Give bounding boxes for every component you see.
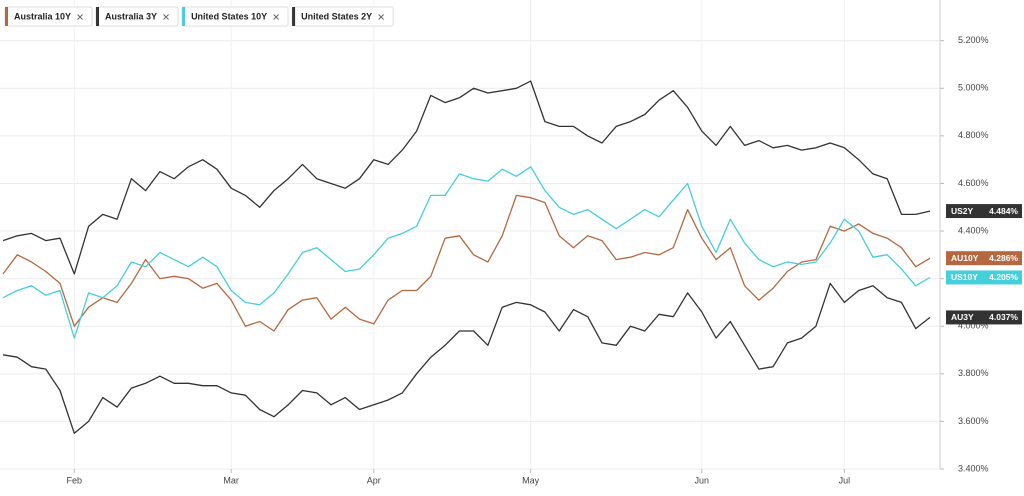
series-line <box>2 194 931 332</box>
value-tag-name: AU3Y <box>951 312 974 322</box>
value-tag-name: US10Y <box>951 272 978 282</box>
y-tick-label: 5.000% <box>958 83 989 93</box>
legend-item[interactable]: Australia 3Y <box>95 6 179 27</box>
value-tag <box>946 204 1022 219</box>
x-tick-label: Mar <box>223 475 239 485</box>
legend-swatch <box>5 7 8 26</box>
value-tag-name: US2Y <box>951 206 974 216</box>
y-tick-label: 4.600% <box>958 178 989 188</box>
y-tick-label: 4.800% <box>958 130 989 140</box>
series-line <box>2 166 931 339</box>
value-tag <box>946 251 1022 266</box>
y-tick-label: 4.000% <box>958 321 989 331</box>
y-tick-label: 3.400% <box>958 463 989 473</box>
value-tag-name: AU10Y <box>951 253 979 263</box>
x-tick-label: Jun <box>695 475 710 485</box>
legend-swatch <box>292 7 296 26</box>
value-tag <box>946 310 1022 325</box>
legend-item[interactable]: United States 2Y <box>291 6 394 27</box>
legend-item[interactable]: Australia 10Y <box>4 6 93 27</box>
value-tag-label: 4.205% <box>989 272 1018 282</box>
x-tick-label: May <box>522 475 540 485</box>
x-tick-label: Jul <box>839 475 851 485</box>
y-tick-label: 5.200% <box>958 35 989 45</box>
value-tag-label: 4.286% <box>989 253 1018 263</box>
series-line <box>2 80 931 275</box>
y-tick-label: 4.400% <box>958 225 989 235</box>
legend-item[interactable]: United States 10Y <box>181 6 289 27</box>
legend-close[interactable] <box>378 14 384 20</box>
legend-close[interactable] <box>273 14 279 20</box>
legend-label: Australia 10Y <box>14 11 71 21</box>
legend-swatch <box>182 7 186 26</box>
value-tag-label: 4.037% <box>989 312 1018 322</box>
legend-label: United States 10Y <box>191 11 267 21</box>
y-tick-label: 3.600% <box>958 416 989 426</box>
legend-label: United States 2Y <box>301 11 372 21</box>
legend-close[interactable] <box>77 14 83 20</box>
legend-swatch <box>96 7 100 26</box>
legend-label: Australia 3Y <box>105 11 157 21</box>
series-line <box>2 282 931 434</box>
value-tag-label: 4.484% <box>989 206 1018 216</box>
x-tick-label: Feb <box>67 475 83 485</box>
y-tick-label: 3.800% <box>958 368 989 378</box>
value-tag <box>946 270 1022 285</box>
legend-close[interactable] <box>163 14 169 20</box>
x-tick-label: Apr <box>367 475 381 485</box>
